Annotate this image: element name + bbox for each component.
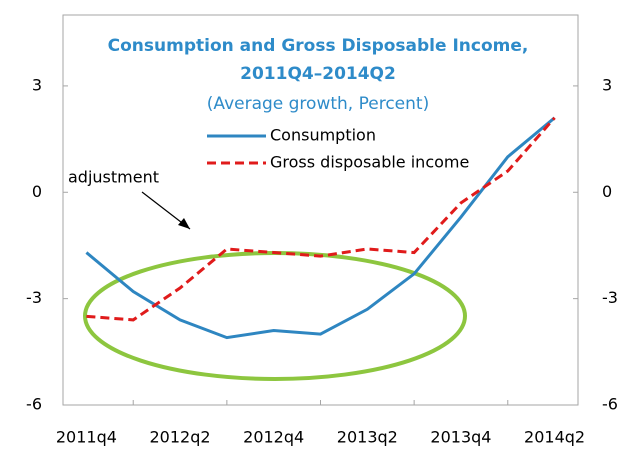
- x-tick-label: 2011q4: [56, 428, 117, 447]
- y2-tick-label: 3: [602, 75, 612, 94]
- y-tick-label: -3: [26, 288, 42, 307]
- arrow-head: [178, 218, 190, 229]
- legend-label: Gross disposable income: [270, 153, 469, 172]
- y2-tick-label: 0: [602, 182, 612, 201]
- x-tick-label: 2013q2: [337, 428, 398, 447]
- y-tick-label: 3: [32, 75, 42, 94]
- y2-tick-label: -6: [602, 395, 618, 414]
- x-tick-label: 2012q4: [243, 428, 304, 447]
- x-tick-label: 2013q4: [430, 428, 491, 447]
- x-tick-label: 2014q2: [524, 428, 585, 447]
- highlight-ellipse: [83, 251, 467, 381]
- chart-title-line2: 2011Q4–2014Q2: [240, 64, 396, 84]
- series-line: [86, 116, 556, 322]
- y-tick-label: -6: [26, 395, 42, 414]
- y-tick-label: 0: [32, 182, 42, 201]
- series-line: [85, 116, 556, 340]
- annotation: adjustment: [68, 168, 159, 187]
- legend-label: Consumption: [270, 126, 376, 145]
- x-tick-label: 2012q2: [150, 428, 211, 447]
- chart-subtitle: (Average growth, Percent): [207, 94, 429, 114]
- y2-tick-label: -3: [602, 288, 618, 307]
- chart-title: Consumption and Gross Disposable Income,: [108, 36, 529, 56]
